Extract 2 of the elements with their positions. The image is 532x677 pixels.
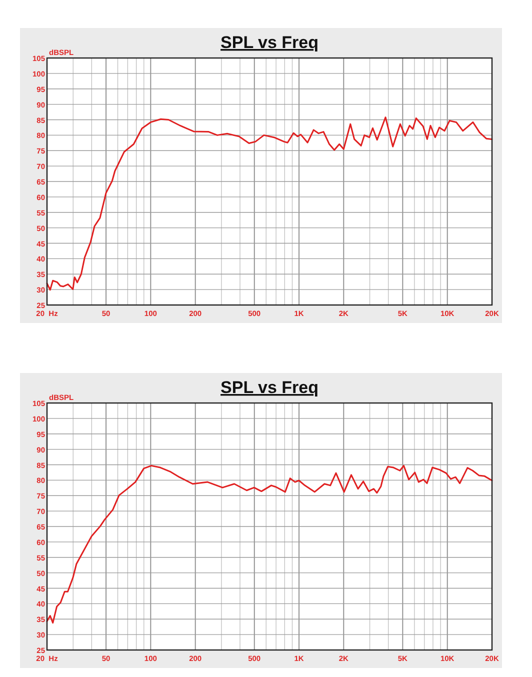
chart-title: SPL vs Freq [220, 33, 318, 52]
chart-title: SPL vs Freq [220, 378, 318, 397]
